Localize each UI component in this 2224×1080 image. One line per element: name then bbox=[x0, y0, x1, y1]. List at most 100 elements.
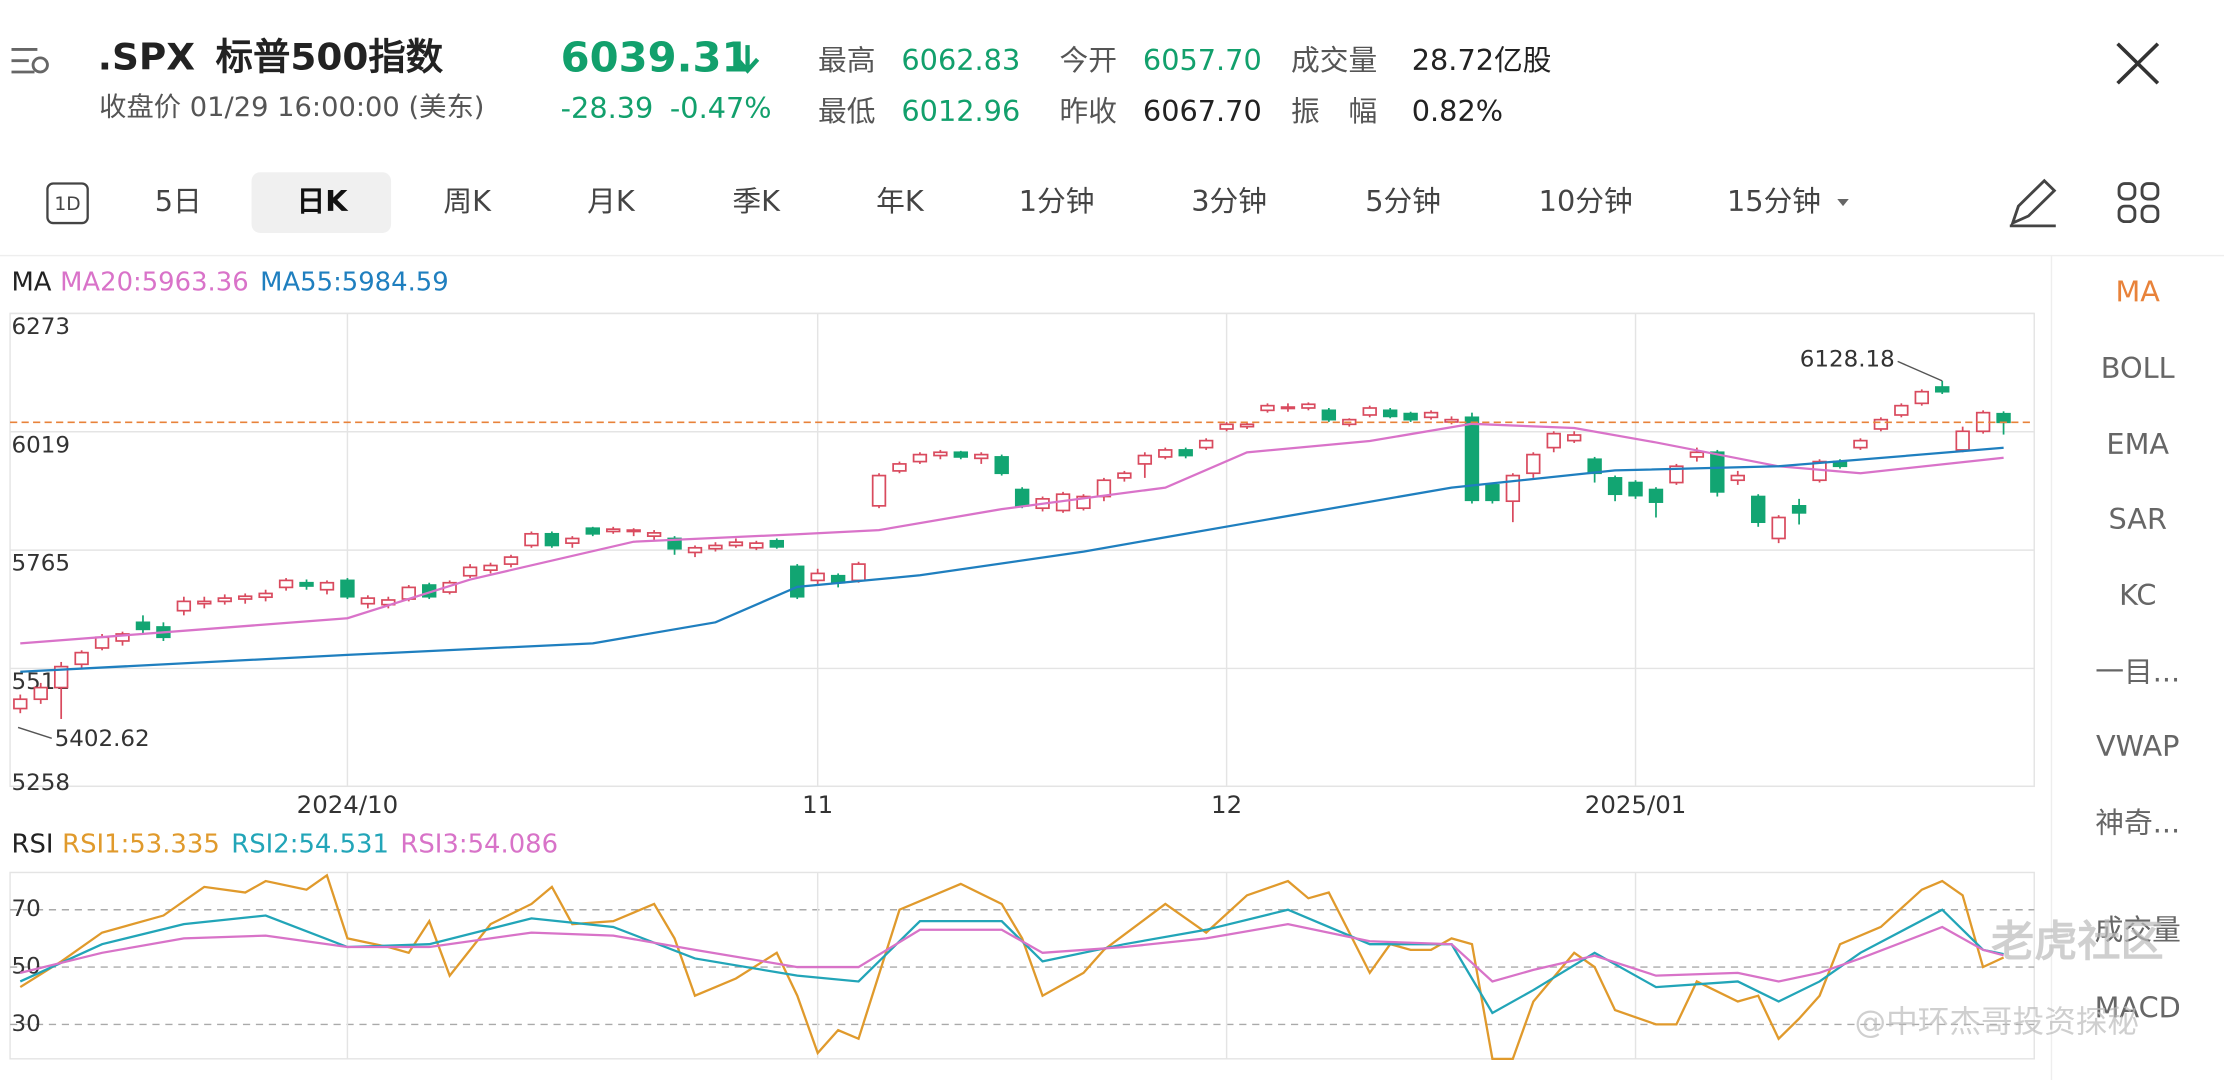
candle-body bbox=[974, 453, 989, 460]
candle-body bbox=[340, 579, 355, 598]
candle-body bbox=[1853, 439, 1868, 449]
candle-body bbox=[728, 541, 744, 547]
y-tick-label: 6273 bbox=[12, 314, 71, 340]
candle-body bbox=[1751, 495, 1766, 524]
draw-icon[interactable] bbox=[2009, 178, 2057, 228]
candle-body bbox=[708, 544, 723, 550]
dropdown[interactable] bbox=[1837, 199, 1849, 207]
tab[interactable]: 月K bbox=[587, 185, 636, 218]
candle-body bbox=[1280, 406, 1296, 410]
series-line bbox=[19, 873, 2005, 1060]
candle-body bbox=[585, 527, 600, 535]
candle-body bbox=[1382, 409, 1398, 418]
grid-icon[interactable] bbox=[2117, 182, 2160, 224]
candle-body bbox=[94, 636, 110, 649]
candle-body bbox=[1894, 404, 1909, 416]
tab[interactable]: 5分钟 bbox=[1365, 185, 1441, 218]
tab-1d-box bbox=[46, 182, 89, 225]
indicator-option[interactable]: MACD bbox=[2095, 992, 2181, 1025]
indicator-option[interactable]: 神奇... bbox=[2095, 807, 2180, 840]
indicator-option[interactable]: EMA bbox=[2106, 428, 2169, 461]
indicator-option[interactable]: BOLL bbox=[2101, 352, 2175, 385]
close-button[interactable] bbox=[2116, 42, 2160, 85]
stat-label: 振 幅 bbox=[1291, 95, 1377, 128]
indicator-option[interactable]: 成交量 bbox=[2095, 914, 2181, 947]
candle-body bbox=[1198, 439, 1214, 449]
tab[interactable]: 季K bbox=[732, 185, 781, 218]
candle-body bbox=[687, 546, 703, 554]
candle-body bbox=[53, 665, 69, 689]
indicator-option[interactable]: 一目... bbox=[2095, 656, 2180, 689]
stat-value: 0.82% bbox=[1412, 95, 1503, 128]
candle-body bbox=[1710, 451, 1725, 493]
stat-value: 6057.70 bbox=[1143, 44, 1262, 77]
y-tick-label: 30 bbox=[12, 1011, 41, 1037]
stat-value: 6012.96 bbox=[901, 95, 1020, 128]
candle-body bbox=[299, 581, 314, 587]
candle-body bbox=[1546, 432, 1561, 449]
min-label: 5402.62 bbox=[55, 726, 150, 752]
candle-body bbox=[258, 592, 273, 599]
legend-entry: RSI2:54.531 bbox=[231, 830, 389, 860]
tab[interactable]: 周K bbox=[443, 185, 492, 218]
candle-body bbox=[1403, 412, 1418, 421]
stat-label: 昨收 bbox=[1060, 95, 1117, 128]
indicator-option[interactable]: SAR bbox=[2109, 503, 2167, 536]
candle-body bbox=[1117, 472, 1132, 479]
tab[interactable]: 15分钟 bbox=[1727, 185, 1821, 218]
tab[interactable]: 年K bbox=[876, 185, 925, 218]
tab[interactable]: 日K bbox=[297, 185, 349, 218]
change-pct: -0.47% bbox=[670, 92, 772, 125]
indicator-option[interactable]: MA bbox=[2116, 276, 2161, 309]
max-pointer bbox=[1897, 360, 1943, 382]
series-line bbox=[20, 446, 2004, 673]
price: 6039.31 bbox=[561, 34, 751, 82]
candle-body bbox=[462, 566, 478, 577]
candle-body bbox=[33, 686, 48, 701]
max-label: 6128.18 bbox=[1800, 347, 1895, 373]
stat-value: 28.72亿股 bbox=[1412, 44, 1552, 77]
candle-body bbox=[1935, 386, 1950, 393]
candle-body bbox=[667, 537, 682, 550]
candle-body bbox=[953, 451, 969, 458]
indicator-option[interactable]: VWAP bbox=[2096, 730, 2180, 763]
tab[interactable]: 1D bbox=[54, 194, 80, 215]
candle-body bbox=[1607, 477, 1623, 496]
candle-body bbox=[1137, 454, 1153, 465]
candle-body bbox=[1873, 418, 1889, 430]
candle-body bbox=[197, 600, 212, 605]
candle-body bbox=[606, 528, 621, 533]
tab[interactable]: 10分钟 bbox=[1539, 185, 1633, 218]
name: 标普500指数 bbox=[216, 36, 443, 79]
plot-frame bbox=[9, 871, 2035, 1060]
candle-body bbox=[135, 621, 151, 631]
indicator-option[interactable]: KC bbox=[2119, 579, 2156, 612]
tab[interactable]: 1分钟 bbox=[1019, 185, 1095, 218]
series-line bbox=[19, 908, 2004, 1015]
candle-body bbox=[1158, 449, 1173, 458]
tab[interactable]: 5日 bbox=[155, 185, 202, 218]
candle-body bbox=[1628, 481, 1643, 497]
series-line bbox=[19, 922, 2004, 983]
candle-body bbox=[278, 579, 294, 589]
candle-body bbox=[1178, 449, 1193, 457]
candle-body bbox=[483, 564, 498, 571]
x-tick-label: 2025/01 bbox=[1585, 791, 1687, 819]
candle-body bbox=[503, 556, 519, 565]
candle-body bbox=[1526, 453, 1541, 475]
candle-body bbox=[1464, 416, 1480, 502]
symbol: .SPX bbox=[98, 36, 195, 79]
tab[interactable]: 3分钟 bbox=[1191, 185, 1267, 218]
min-pointer bbox=[17, 726, 52, 740]
legend-title: RSI bbox=[12, 830, 54, 860]
menu-icon[interactable] bbox=[11, 48, 49, 74]
candle-body bbox=[1791, 505, 1807, 514]
candle-body bbox=[1362, 407, 1377, 416]
candle-body bbox=[1260, 404, 1275, 412]
candle-body bbox=[74, 651, 89, 666]
candle-body bbox=[1566, 434, 1582, 442]
candle-body bbox=[360, 597, 376, 605]
x-tick-label: 12 bbox=[1211, 791, 1242, 819]
y-tick-label: 70 bbox=[12, 896, 41, 922]
